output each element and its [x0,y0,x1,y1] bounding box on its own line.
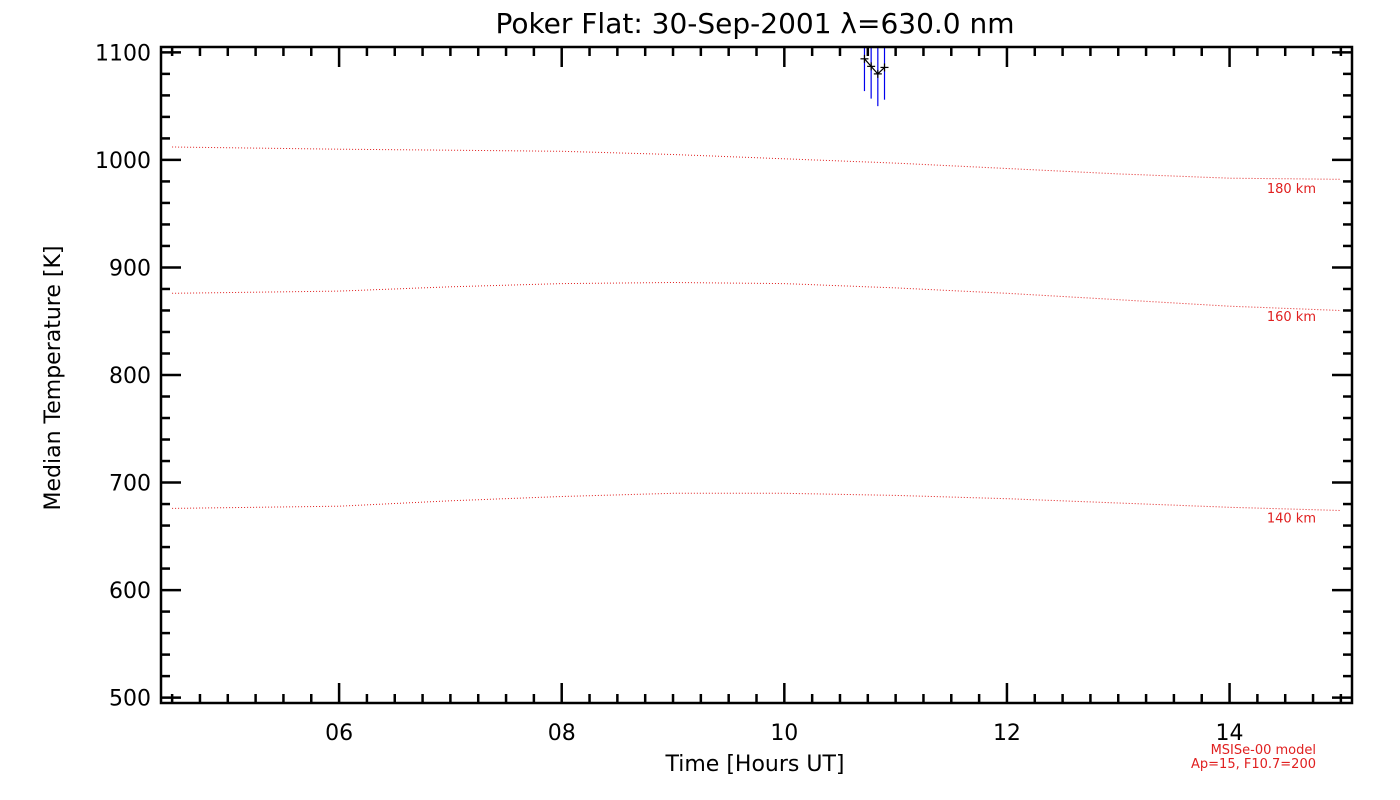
x-tick-label: 12 [993,721,1021,746]
y-tick-label: 1100 [95,41,151,66]
model-curves [172,146,1341,511]
axis-tick-labels: 500 600 700 800 900 1000 1100 06 08 10 12 14 [95,41,1244,746]
y-tick-label: 800 [109,364,151,389]
model-curve [172,281,1341,311]
x-tick-label: 08 [548,721,576,746]
x-tick-label: 14 [1216,721,1244,746]
model-curve-label: 160 km [1267,310,1316,325]
model-note-line1: MSISe-00 model [1211,743,1316,758]
model-curve [172,492,1341,511]
y-axis-label: Median Temperature [K] [41,246,66,511]
axis-ticks [161,47,1352,703]
model-curve [172,146,1341,180]
x-tick-label: 06 [325,721,353,746]
model-note-line2: Ap=15, F10.7=200 [1191,757,1316,772]
chart-title: Poker Flat: 30-Sep-2001 λ=630.0 nm [495,7,1014,40]
plot-frame [159,45,1354,705]
model-curve-labels: 180 km 160 km 140 km [1267,182,1316,526]
y-tick-label: 900 [109,256,151,281]
x-tick-label: 10 [770,721,798,746]
model-curve-label: 180 km [1267,182,1316,197]
x-axis-label: Time [Hours UT] [665,752,845,777]
measured-line [864,58,885,75]
y-tick-label: 700 [109,472,151,497]
model-curve-label: 140 km [1267,511,1316,526]
measured-series [860,47,889,107]
y-tick-label: 1000 [95,149,151,174]
y-tick-label: 600 [109,579,151,604]
y-tick-label: 500 [109,687,151,712]
